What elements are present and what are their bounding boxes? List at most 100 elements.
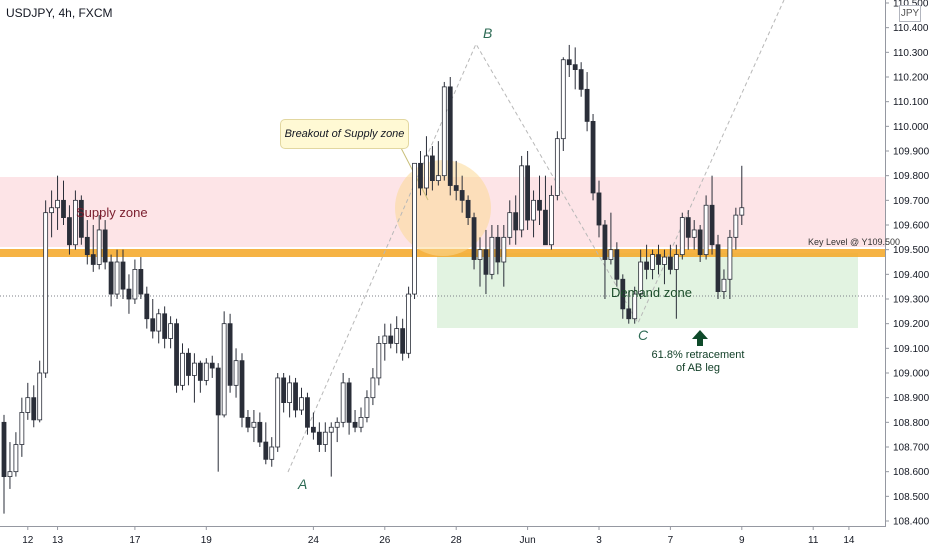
candle (239, 353, 245, 428)
candle-body (156, 313, 162, 332)
price-tick-label: 110.000 (893, 122, 929, 133)
candle (703, 195, 709, 260)
candle-body (328, 426, 334, 433)
point-c-label: C (638, 327, 649, 343)
candle-body (346, 382, 352, 423)
candle (281, 373, 287, 413)
price-axis: 110.500 110.400 110.300 110.200 110.100 110.0… (885, 0, 930, 528)
candle-body (114, 261, 120, 295)
price-tick-label: 109.700 (893, 196, 930, 207)
candle (638, 249, 644, 299)
candle-body (180, 352, 185, 386)
candle-body (733, 214, 739, 238)
candle-body (662, 256, 667, 265)
candle (620, 274, 626, 319)
candle (197, 360, 203, 393)
candle-body (221, 323, 227, 416)
candle-body (727, 236, 733, 280)
candle (477, 237, 483, 287)
candle-body (572, 64, 578, 70)
candle (328, 422, 334, 477)
candle-body (96, 229, 102, 265)
candle-body (376, 342, 382, 379)
price-tick-label: 110.500 (893, 0, 929, 10)
candle-body (697, 229, 703, 256)
candle (578, 62, 584, 97)
date-tick-label: 13 (52, 535, 64, 546)
price-tick-label: 109.500 (893, 245, 930, 256)
candle-body (459, 190, 465, 201)
price-tick-label: 108.500 (893, 492, 930, 503)
candle (697, 225, 703, 262)
candle-body (435, 175, 441, 182)
candle-body (596, 192, 602, 226)
candle-body (525, 165, 530, 221)
symbol-title: USDJPY, 4h, FXCM (6, 6, 113, 20)
candle (1, 414, 7, 514)
candle-body (43, 212, 49, 374)
candle-body (668, 256, 673, 270)
candle-body (305, 397, 310, 428)
candle (269, 437, 275, 467)
candle (180, 343, 185, 391)
date-axis: 12 13 17 19 24 26 28 Jun 3 7 9 11 14 (22, 526, 855, 546)
price-tick-label: 109.300 (893, 295, 930, 306)
candle (429, 146, 435, 191)
candle (650, 249, 655, 280)
candle-body (483, 249, 489, 275)
candle (382, 323, 388, 361)
candle (203, 358, 209, 386)
candle (727, 229, 733, 299)
candle (352, 410, 358, 433)
candle-body (471, 217, 477, 260)
candle-body (560, 59, 566, 140)
candle-body (721, 278, 727, 292)
candle (614, 242, 620, 287)
candle (156, 308, 162, 344)
candle (78, 195, 84, 245)
demand-arrow (692, 330, 708, 346)
candle (358, 407, 364, 433)
candle (31, 385, 37, 428)
candle (465, 195, 471, 225)
candle-body (61, 199, 66, 218)
candle (73, 190, 78, 250)
price-tick-label: 110.400 (893, 23, 929, 34)
candle (263, 422, 269, 465)
candle-body (489, 236, 495, 275)
candle (531, 190, 536, 238)
candle-body (293, 382, 298, 411)
candle-body (703, 204, 709, 255)
candle (102, 220, 108, 270)
candle-body (37, 372, 43, 421)
candle (257, 412, 263, 447)
candle (602, 220, 608, 299)
candle-body (84, 236, 90, 255)
candle-body (174, 323, 179, 386)
candle (483, 229, 489, 295)
candle-body (537, 199, 542, 211)
candle-body (495, 236, 501, 263)
candle (662, 249, 667, 285)
candle-body (73, 199, 78, 246)
candle (96, 215, 102, 270)
candle (191, 353, 197, 403)
candle (418, 151, 423, 196)
date-tick-label: 9 (739, 535, 745, 546)
candle-body (7, 471, 13, 477)
price-tick-label: 109.400 (893, 270, 930, 281)
candle-body (739, 207, 745, 216)
candle-body (543, 209, 548, 246)
candle-body (566, 59, 572, 66)
candle (566, 44, 572, 77)
candle-body (191, 362, 197, 376)
candle-body (233, 360, 239, 386)
candle-body (382, 335, 388, 344)
currency-label[interactable]: JPY (899, 5, 921, 22)
candle (61, 180, 66, 225)
candle (537, 175, 542, 225)
candle-body (245, 416, 251, 428)
candle-body (477, 249, 483, 260)
candle (543, 175, 548, 246)
